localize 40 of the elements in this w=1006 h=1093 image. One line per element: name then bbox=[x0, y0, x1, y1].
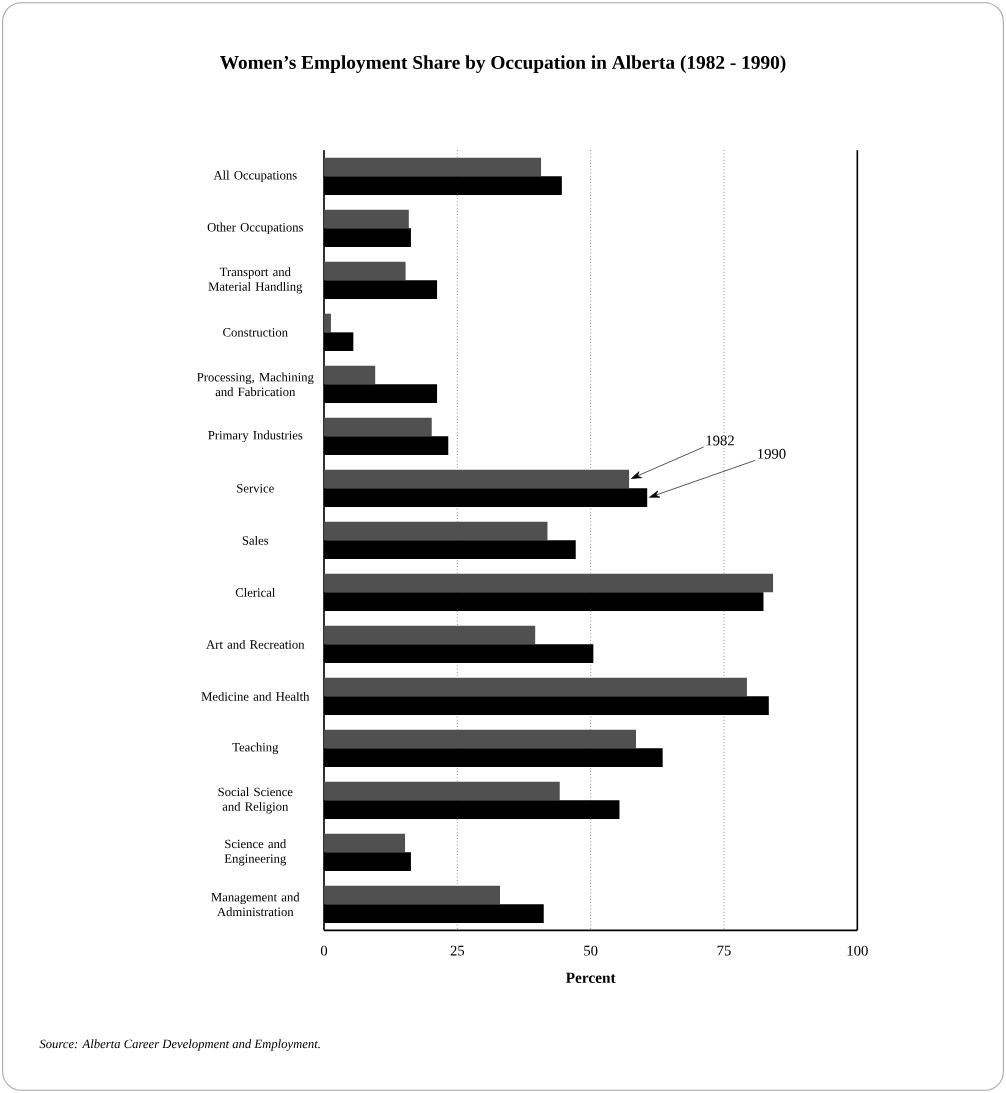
y-tick-label: Transport and Material Handling bbox=[208, 267, 303, 294]
x-tick-label: 0 bbox=[320, 945, 328, 956]
bar bbox=[324, 469, 630, 489]
y-tick-label: Service bbox=[237, 484, 274, 493]
y-tick-label: Processing, Machining and Fabrication bbox=[197, 372, 314, 397]
bar bbox=[324, 729, 636, 749]
bar bbox=[324, 365, 376, 385]
bar bbox=[324, 521, 548, 541]
y-tick-label: Other Occupations bbox=[207, 222, 304, 235]
bar bbox=[324, 313, 331, 333]
bar bbox=[324, 677, 747, 697]
y-tick-label: Teaching bbox=[232, 742, 279, 755]
text: Source: Alberta Career Development and Employment. bbox=[39, 1039, 320, 1051]
bar bbox=[324, 573, 774, 593]
bar bbox=[324, 209, 409, 229]
y-tick-label: Management and Administration bbox=[211, 892, 300, 917]
bar bbox=[324, 781, 560, 801]
text: 1990 bbox=[758, 448, 786, 459]
y-tick-label: Sales bbox=[242, 535, 269, 545]
bar bbox=[324, 261, 406, 281]
y-tick-label: Medicine and Health bbox=[201, 691, 310, 701]
bar bbox=[324, 417, 432, 437]
y-tick-label: All Occupations bbox=[213, 170, 297, 183]
bar bbox=[324, 157, 542, 177]
x-tick-label: 75 bbox=[717, 945, 731, 956]
bar bbox=[324, 885, 500, 905]
x-tick-label: 25 bbox=[450, 945, 465, 956]
y-tick-label: Art and Recreation bbox=[206, 639, 305, 649]
x-axis-title: Percent bbox=[565, 972, 616, 983]
y-tick-label: Science and Engineering bbox=[224, 839, 287, 866]
bar bbox=[324, 625, 536, 645]
x-tick-label: 50 bbox=[584, 945, 598, 956]
y-tick-label: Construction bbox=[223, 328, 288, 337]
y-tick-label: Primary Industries bbox=[208, 430, 303, 443]
text: 1982 bbox=[706, 435, 734, 446]
bar bbox=[324, 833, 406, 853]
chart-title: Women’s Employment Share by Occupation in Alberta (1982 - 1990) bbox=[219, 55, 786, 73]
y-tick-label: Clerical bbox=[235, 587, 276, 597]
x-tick-label: 100 bbox=[847, 945, 868, 956]
y-tick-label: Social Science and Religion bbox=[218, 787, 293, 814]
